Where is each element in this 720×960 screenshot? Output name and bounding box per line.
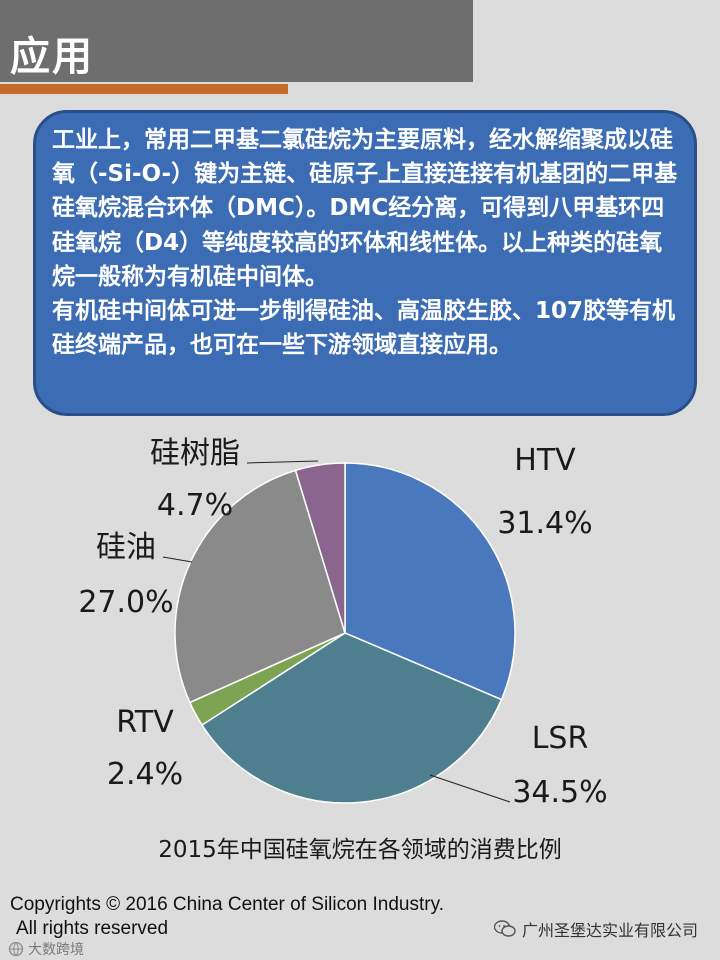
wechat-icon bbox=[493, 920, 516, 937]
pie-chart-container: HTV 31.4% LSR 34.5% RTV 2.4% 硅油 27.0% 硅树脂 4.7% bbox=[0, 430, 720, 870]
slice-value-LSR: 34.5% bbox=[512, 775, 607, 810]
slice-label-硅油: 硅油 bbox=[96, 530, 156, 565]
info-paragraph-2: 有机硅中间体可进一步制得硅油、高温胶生胶、107胶等有机硅终端产品，也可在一些下… bbox=[52, 298, 676, 359]
copyright-line-1: Copyrights © 2016 China Center of Silico… bbox=[10, 894, 444, 915]
site-watermark-label: 大数跨境 bbox=[28, 942, 84, 958]
slice-label-RTV: RTV bbox=[116, 705, 174, 740]
wechat-source-label: 广州圣堡达实业有限公司 bbox=[521, 921, 698, 940]
header-bar: 应用 bbox=[0, 0, 473, 82]
slice-value-RTV: 2.4% bbox=[107, 757, 183, 792]
slice-label-LSR: LSR bbox=[532, 721, 589, 756]
pie-slice-硅油 bbox=[174, 469, 346, 704]
info-textbox: 工业上，常用二甲基二氯硅烷为主要原料，经水解缩聚成以硅氧（-Si-O-）键为主链… bbox=[33, 110, 697, 416]
copyright-notice: Copyrights © 2016 China Center of Silico… bbox=[10, 893, 444, 941]
leader-line-LSR bbox=[429, 774, 511, 803]
pie-chart: HTV 31.4% LSR 34.5% RTV 2.4% 硅油 27.0% 硅树脂 4.7% bbox=[78, 436, 607, 810]
globe-icon bbox=[8, 941, 24, 957]
slice-label-HTV: HTV bbox=[514, 443, 576, 478]
slice-label-硅树脂: 硅树脂 bbox=[150, 436, 240, 471]
slice-value-硅树脂: 4.7% bbox=[157, 488, 233, 523]
header-accent-line bbox=[0, 84, 288, 94]
info-paragraph-1: 工业上，常用二甲基二氯硅烷为主要原料，经水解缩聚成以硅氧（-Si-O-）键为主链… bbox=[52, 127, 678, 290]
slice-value-硅油: 27.0% bbox=[78, 585, 173, 620]
pie-slice-LSR bbox=[201, 632, 503, 804]
slice-value-HTV: 31.4% bbox=[497, 506, 592, 541]
page-title: 应用 bbox=[10, 34, 94, 80]
leader-line-硅油 bbox=[162, 556, 193, 563]
copyright-line-2: All rights reserved bbox=[16, 918, 169, 939]
pie-slice-硅树脂 bbox=[294, 462, 346, 634]
site-watermark: 大数跨境 bbox=[8, 939, 84, 959]
chart-caption: 2015年中国硅氧烷在各领域的消费比例 bbox=[158, 837, 562, 863]
leader-line-硅树脂 bbox=[246, 460, 319, 464]
pie-slice-HTV bbox=[344, 462, 516, 701]
wechat-source-watermark: 广州圣堡达实业有限公司 bbox=[493, 917, 698, 941]
